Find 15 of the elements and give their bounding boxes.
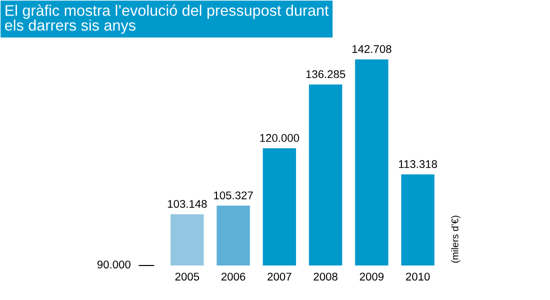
x-tick-label: 2008 [314, 272, 338, 281]
y-axis-title: (milers d’€) [451, 216, 460, 263]
chart-title: El gràfic mostra l’evolució del pressupost durant els darrers sis anys [5, 4, 329, 34]
data-label: 136.285 [306, 70, 346, 78]
x-tick-label: 2006 [222, 272, 246, 281]
x-tick-label: 2007 [268, 272, 292, 281]
x-tick-label: 2005 [175, 272, 200, 281]
x-tick-label: 2009 [360, 272, 384, 281]
text: 90.000 [97, 260, 130, 268]
data-label: 120.000 [260, 134, 300, 142]
data-label: 105.327 [214, 191, 253, 200]
data-label: 113.318 [399, 160, 438, 168]
data-label: 142.708 [352, 45, 392, 53]
data-label: 103.148 [168, 200, 207, 208]
x-tick-label: 2010 [406, 272, 430, 281]
